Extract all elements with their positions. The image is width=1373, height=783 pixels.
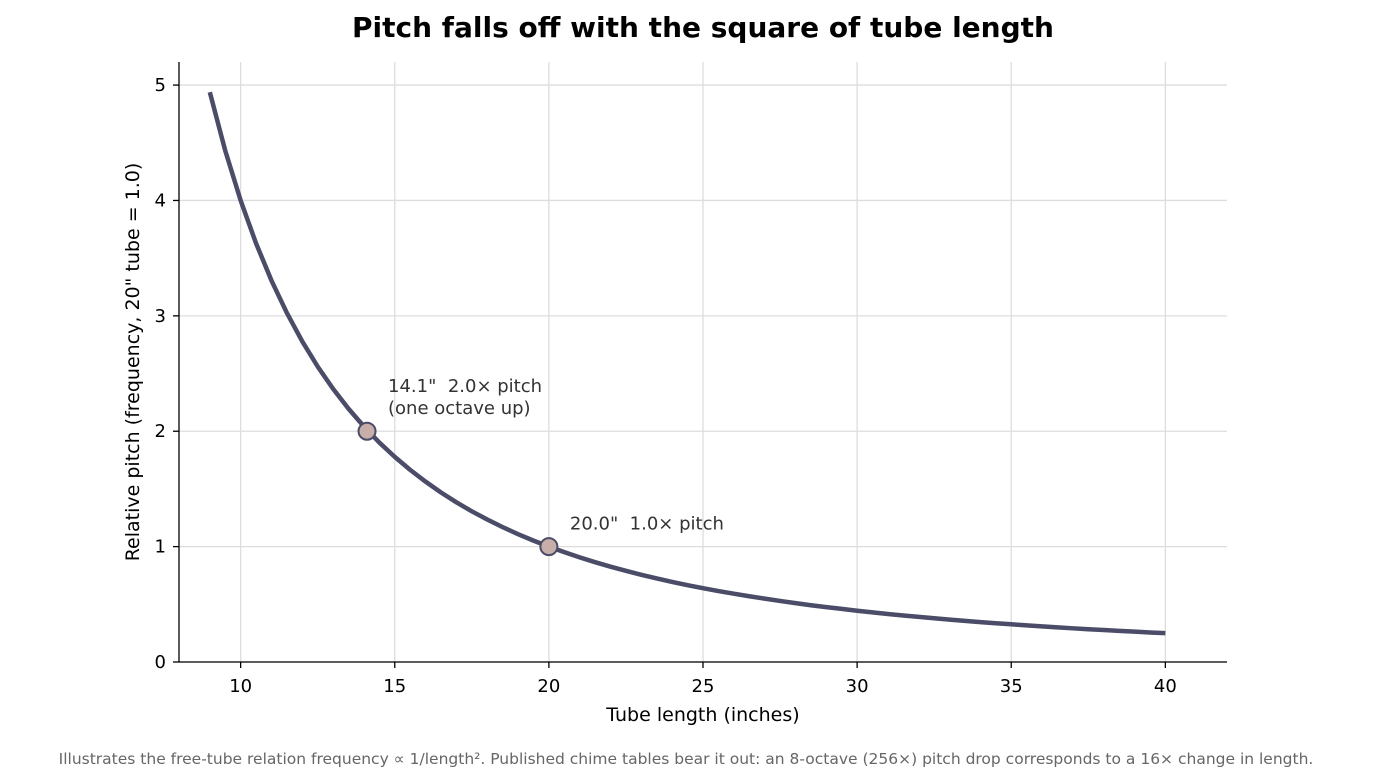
y-axis-label: Relative pitch (frequency, 20" tube = 1.…	[122, 163, 144, 562]
pitch-curve	[207, 91, 1166, 636]
y-tick-label: 2	[155, 421, 166, 442]
highlight-point-marker	[539, 537, 559, 557]
highlight-point-annotation: 20.0" 1.0× pitch	[570, 514, 724, 535]
x-tick-label: 30	[846, 676, 869, 697]
highlight-point-annotation: 14.1" 2.0× pitch	[388, 376, 542, 397]
highlight-point-annotation: (one octave up)	[388, 398, 531, 419]
x-tick-label: 15	[383, 676, 406, 697]
x-axis-label: Tube length (inches)	[605, 704, 799, 726]
y-tick-label: 5	[155, 75, 166, 96]
y-tick-label: 1	[155, 537, 166, 558]
series-layer	[207, 91, 1166, 636]
tick-layer: 10 15 20 25 30 35 40 0 1 2 3 4 5	[155, 75, 1177, 697]
x-tick-label: 40	[1154, 676, 1177, 697]
y-tick-label: 0	[155, 652, 166, 673]
y-tick-label: 3	[155, 306, 166, 327]
x-tick-label: 20	[537, 676, 560, 697]
annotation-layer: 14.1" 2.0× pitch(one octave up) 20.0" 1.0…	[388, 376, 724, 534]
x-tick-label: 35	[1000, 676, 1023, 697]
x-tick-label: 10	[229, 676, 252, 697]
grid-layer	[179, 62, 1227, 663]
chart-caption: Illustrates the free-tube relation frequ…	[59, 750, 1314, 768]
y-tick-label: 4	[155, 190, 166, 211]
highlight-point-marker	[357, 421, 377, 441]
x-tick-label: 25	[692, 676, 715, 697]
marker-layer	[357, 421, 559, 557]
chart-title: Pitch falls off with the square of tube …	[352, 11, 1054, 44]
